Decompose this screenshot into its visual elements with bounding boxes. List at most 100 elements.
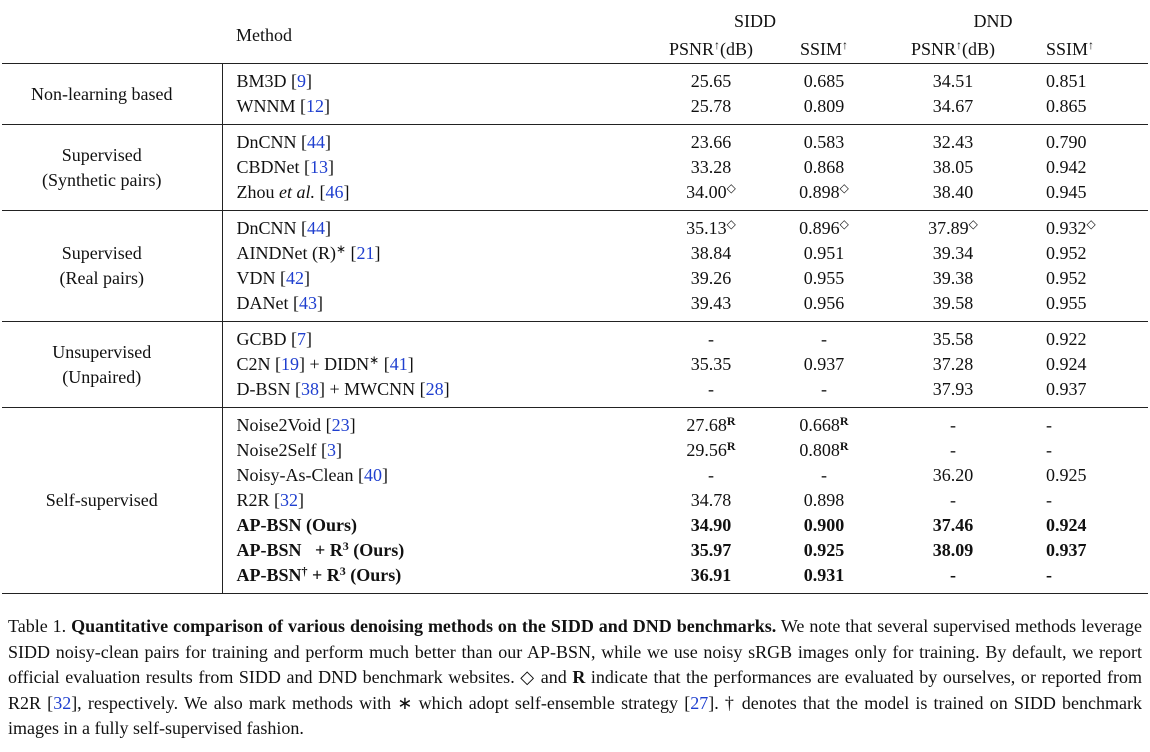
metric-cell: 0.809 <box>780 94 868 125</box>
metric-cell: 0.956 <box>780 291 868 322</box>
text-run: C2N [ <box>236 354 282 374</box>
metric-value: 37.46 <box>932 515 974 535</box>
citation-link[interactable]: 12 <box>306 96 324 116</box>
citation-link[interactable]: 46 <box>325 182 344 202</box>
method-name: Zhou et al. [46] <box>221 180 642 211</box>
text-run: (dB) <box>720 39 754 59</box>
metric-cell: 35.97 <box>642 538 780 563</box>
superscript: 3 <box>342 539 349 553</box>
metric-cell: 0.583 <box>780 125 868 156</box>
metric-value: 37.28 <box>932 354 974 374</box>
citation-link[interactable]: 38 <box>301 379 320 399</box>
method-name: CBDNet [13] <box>221 155 642 180</box>
text-run: SSIM <box>799 39 843 59</box>
citation-link[interactable]: 7 <box>297 329 307 349</box>
metric-value: 34.78 <box>690 490 732 510</box>
method-row: AP-BSN + R3 (Ours) 35.97 0.925 38.09 0.937 <box>2 538 1148 563</box>
metric-marker: ◇ <box>726 181 736 195</box>
method-name: DnCNN [44] <box>221 124 642 155</box>
header-row: Method SIDD DND <box>2 7 1148 45</box>
citation-link[interactable]: 27 <box>690 692 709 713</box>
group-label: Unsupervised (Unpaired) <box>2 322 222 408</box>
superscript: ↑ <box>714 38 721 52</box>
metric-cell: 0.937 <box>780 352 868 377</box>
metric-cell: 39.43 <box>642 291 780 322</box>
metric-cell: 0.668R <box>780 408 868 439</box>
citation-link[interactable]: 32 <box>280 490 299 510</box>
method-row: R2R [32] 34.78 0.898 - - <box>2 488 1148 513</box>
text-run: + R <box>307 565 340 585</box>
superscript: ∗ <box>369 353 380 367</box>
metric-value: 0.865 <box>1046 96 1087 116</box>
metric-cell: 0.851 <box>1038 64 1148 95</box>
text-run: ] <box>374 243 381 263</box>
metric-cell: 0.925 <box>780 538 868 563</box>
metric-cell: 0.790 <box>1038 125 1148 156</box>
text-run: WNNM [ <box>236 96 307 116</box>
method-name: GCBD [7] <box>221 321 642 352</box>
metric-cell: 38.84 <box>642 241 780 266</box>
superscript: † <box>301 564 308 578</box>
text-run: Noisy-As-Clean [ <box>236 465 364 485</box>
metric-cell: 33.28 <box>642 155 780 180</box>
metric-value: 39.38 <box>932 268 974 288</box>
metric-cell: 0.865 <box>1038 94 1148 125</box>
group-label-line: Supervised <box>61 144 142 165</box>
group-label-line: Unsupervised <box>52 341 152 362</box>
citation-link[interactable]: 3 <box>326 440 336 460</box>
metric-value: 0.922 <box>1046 329 1087 349</box>
metric-value: 0.942 <box>1046 157 1087 177</box>
metric-value: - <box>821 465 827 485</box>
text-run: ] + MWCNN [ <box>319 379 426 399</box>
text-run: [ <box>315 182 326 202</box>
text-run: ]. † denotes that the model is trained o… <box>8 692 1142 739</box>
metric-marker: R <box>839 439 849 453</box>
metric-cell: 0.952 <box>1038 241 1148 266</box>
metric-value: 0.956 <box>803 293 845 313</box>
citation-link[interactable]: 32 <box>53 692 72 713</box>
metric-cell: - <box>868 408 1038 439</box>
superscript: ↑ <box>842 38 849 52</box>
citation-link[interactable]: 19 <box>281 354 299 374</box>
method-name: AP-BSN† + R3 (Ours) <box>221 563 642 594</box>
citation-link[interactable]: 44 <box>307 218 325 238</box>
superscript: ∗ <box>335 242 347 256</box>
method-name: AP-BSN (Ours) <box>221 513 642 538</box>
metric-cell: 23.66 <box>642 125 780 156</box>
table-header: Method SIDD DND PSNR↑(dB) SSIM↑ PSNR↑(dB) SSIM… <box>2 7 1148 64</box>
metric-value: 0.945 <box>1046 182 1087 202</box>
citation-link[interactable]: 28 <box>425 379 444 399</box>
metric-value: - <box>821 379 827 399</box>
citation-link[interactable]: 13 <box>310 157 328 177</box>
citation-link[interactable]: 23 <box>331 415 350 435</box>
text-run: CBDNet [ <box>236 157 311 177</box>
citation-link[interactable]: 44 <box>307 132 325 152</box>
citation-link[interactable]: 41 <box>389 354 408 374</box>
citation-link[interactable]: 40 <box>363 465 382 485</box>
method-name: Noise2Self [3] <box>221 438 642 463</box>
metric-cell: 0.955 <box>780 266 868 291</box>
superscript: ↑ <box>1088 38 1095 52</box>
citation-link[interactable]: 9 <box>297 71 307 91</box>
bold-text: R <box>572 667 586 687</box>
citation-link[interactable]: 43 <box>298 293 317 313</box>
metric-cell: 29.56R <box>642 438 780 463</box>
metric-cell: 32.43 <box>868 125 1038 156</box>
metric-marker: ◇ <box>726 217 736 231</box>
metric-cell: - <box>1038 438 1148 463</box>
column-header: SSIM↑ <box>1038 35 1148 64</box>
metric-value: 37.89 <box>928 218 969 238</box>
metric-marker: ◇ <box>839 217 849 231</box>
text-run: ] <box>381 465 388 485</box>
citation-link[interactable]: 42 <box>286 268 304 288</box>
group-label: Supervised (Synthetic pairs) <box>2 125 222 211</box>
metric-value: 38.40 <box>932 182 974 202</box>
metric-value: 32.43 <box>932 132 974 152</box>
group-label-line: Non-learning based <box>31 83 173 104</box>
text-run: Table 1. <box>8 616 72 636</box>
citation-link[interactable]: 21 <box>356 243 375 263</box>
metric-value: - <box>708 465 714 485</box>
metric-cell: 0.924 <box>1038 513 1148 538</box>
metric-value: 39.34 <box>932 243 974 263</box>
method-row: Noise2Self [3] 29.56R 0.808R - - <box>2 438 1148 463</box>
